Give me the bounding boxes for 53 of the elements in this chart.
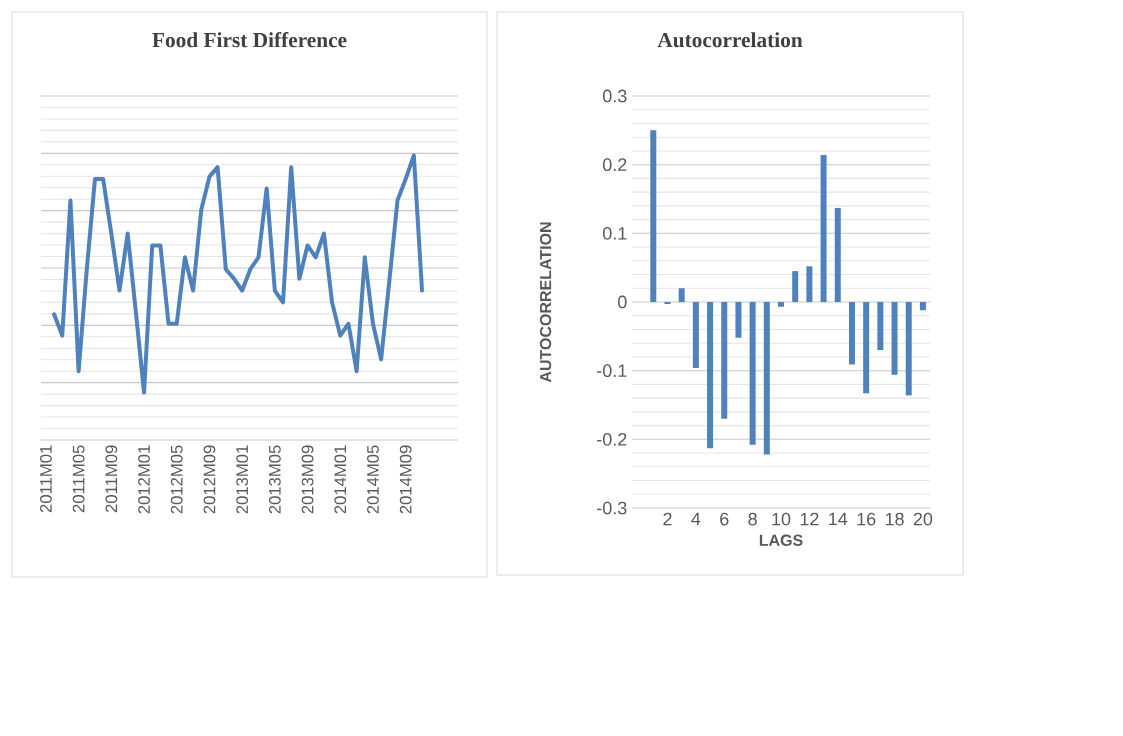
bar [905,302,912,396]
bar [735,302,742,338]
bar [650,130,657,302]
x-tick-label: 2012M01 [138,445,150,514]
bar [877,302,884,351]
bar [678,288,685,302]
x-axis-title: LAGS [759,534,803,546]
x-tick-label: 10 [772,512,791,526]
x-tick-label: 2014M01 [334,445,347,514]
y-tick-label: 0.2 [602,158,627,172]
bar [806,266,813,302]
x-tick-label: 2012M09 [203,445,216,514]
bar [919,302,926,311]
x-tick-label: 8 [748,512,757,526]
x-tick-label: 2 [663,512,672,526]
x-tick-label: 2013M09 [301,445,314,514]
bar [707,302,714,449]
x-tick-label: 20 [913,512,933,526]
bar [820,155,827,302]
x-tick-label: 18 [885,512,904,526]
bar [763,302,770,455]
bar [834,207,841,302]
x-tick-label: 6 [720,512,729,526]
y-tick-label: -0.2 [597,432,627,446]
x-tick-label: 16 [857,512,876,526]
x-tick-label: 2014M05 [367,445,379,514]
chart-title: Autocorrelation [657,32,803,48]
x-tick-label: 2013M05 [268,445,281,514]
y-axis-title: AUTOCORRELATION [539,222,552,383]
bar [891,302,898,375]
x-tick-label: 2011M09 [105,445,118,513]
x-tick-label: 2011M01 [40,445,52,513]
y-tick-label: -0.3 [597,501,627,515]
y-tick-label: -0.1 [597,364,627,378]
bar [692,302,699,368]
bar [664,302,671,305]
x-tick-label: 2012M05 [170,445,183,514]
x-tick-label: 14 [829,512,848,526]
y-tick-label: 0 [618,295,627,309]
bar [792,271,799,302]
chart-title: Food First Difference [152,32,347,48]
x-tick-label: 2011M05 [72,445,85,513]
bar [778,302,785,307]
bar [721,302,728,419]
bar [848,302,855,365]
x-tick-label: 2014M09 [399,445,412,514]
x-tick-label: 12 [800,512,819,526]
bar [863,302,870,394]
x-tick-label: 4 [691,512,701,526]
y-tick-label: 0.3 [602,89,627,103]
bar [749,302,756,445]
x-tick-label: 2013M01 [236,445,249,514]
y-tick-label: 0.1 [602,226,627,240]
